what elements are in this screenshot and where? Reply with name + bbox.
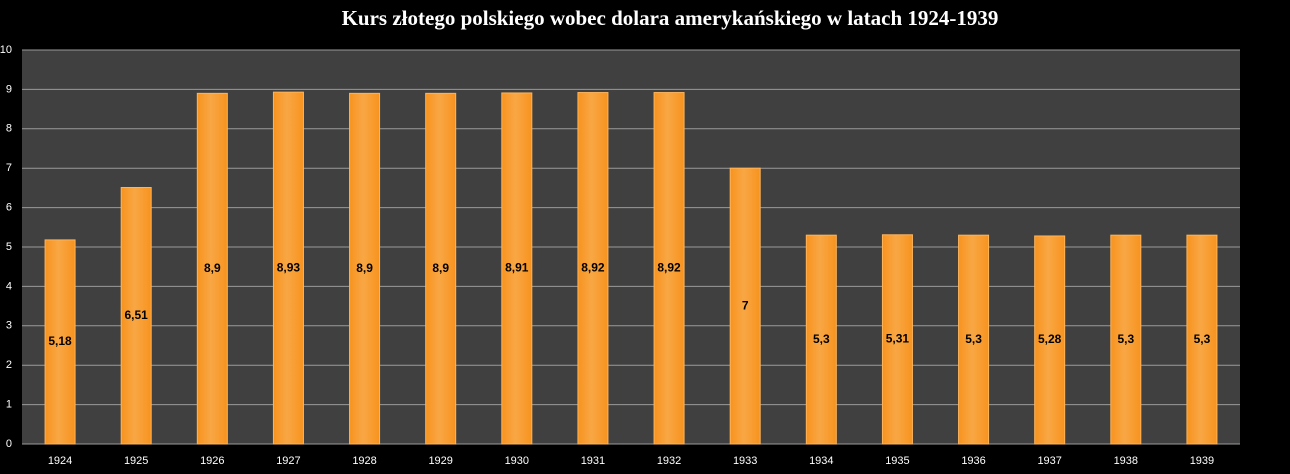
value-label: 5,3 [1117,332,1134,346]
x-tick-label: 1929 [428,455,452,467]
value-label: 5,31 [886,332,910,346]
bar [272,91,304,445]
value-label: 8,9 [432,261,449,275]
bar [577,92,609,445]
value-label: 8,91 [505,261,529,275]
x-tick-label: 1930 [505,455,529,467]
value-label: 8,9 [204,261,221,275]
bar [1034,235,1066,445]
bar [958,234,990,445]
x-tick-label: 1924 [48,455,72,467]
value-label: 5,3 [965,332,982,346]
y-tick-label: 1 [6,399,12,411]
bar [501,92,533,445]
x-tick-label: 1937 [1037,455,1061,467]
x-tick-label: 1927 [276,455,300,467]
bar [805,234,837,445]
x-tick-label: 1938 [1114,455,1138,467]
bar [120,187,152,445]
x-tick-label: 1928 [352,455,376,467]
chart-title: Kurs złotego polskiego wobec dolara amer… [342,6,999,30]
x-tick-label: 1932 [657,455,681,467]
value-label: 8,9 [356,261,373,275]
y-tick-label: 9 [6,83,12,95]
value-label: 8,93 [277,260,301,274]
value-label: 7 [742,298,749,312]
x-tick-label: 1931 [581,455,605,467]
value-label: 5,3 [813,332,830,346]
y-tick-label: 10 [0,44,12,56]
value-label: 8,92 [657,260,681,274]
x-tick-label: 1934 [809,455,833,467]
bar [881,234,913,445]
y-tick-label: 3 [6,320,12,332]
y-tick-label: 8 [6,123,12,135]
y-tick-label: 6 [6,202,12,214]
x-tick-label: 1925 [124,455,148,467]
bar [1110,234,1142,445]
bar [653,92,685,445]
value-label: 6,51 [125,308,149,322]
value-label: 5,3 [1194,332,1211,346]
bar [1186,234,1218,445]
x-tick-label: 1926 [200,455,224,467]
value-label: 5,18 [48,334,72,348]
value-label: 8,92 [581,260,605,274]
y-tick-label: 2 [6,359,12,371]
bar [729,167,761,445]
x-tick-label: 1936 [961,455,985,467]
value-label: 5,28 [1038,332,1062,346]
x-tick-label: 1933 [733,455,757,467]
bar [349,92,381,445]
y-tick-label: 5 [6,241,12,253]
x-tick-label: 1939 [1190,455,1214,467]
y-tick-label: 0 [6,438,12,450]
y-tick-label: 7 [6,162,12,174]
bar [44,239,76,445]
y-tick-label: 4 [6,280,12,292]
x-tick-label: 1935 [885,455,909,467]
bar [425,92,457,445]
bar [196,92,228,445]
